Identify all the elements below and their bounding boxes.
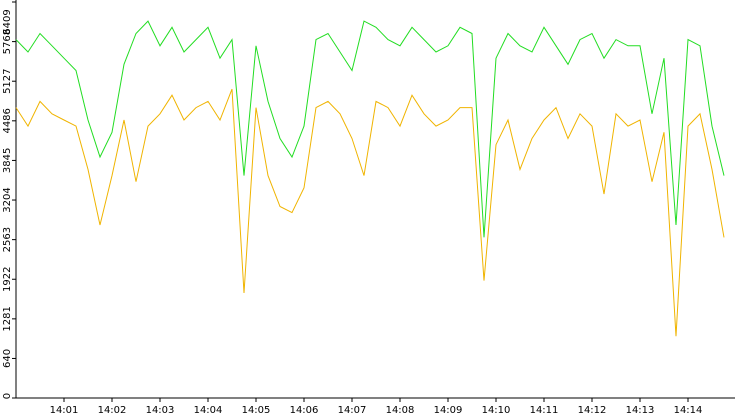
- y-tick-label: 3204: [2, 187, 13, 212]
- y-tick-label: 0: [2, 393, 13, 399]
- y-tick-label: 5127: [2, 68, 13, 93]
- x-tick-label: 14:14: [674, 405, 703, 415]
- x-tick-label: 14:05: [242, 405, 271, 415]
- series-line: [15, 88, 725, 337]
- x-tick-label: 14:06: [290, 405, 319, 415]
- x-tick-label: 14:12: [578, 405, 607, 415]
- x-tick-label: 14:04: [194, 405, 223, 415]
- x-tick-label: 14:01: [50, 405, 79, 415]
- y-tick-label: 640: [2, 349, 13, 368]
- series-line: [15, 20, 725, 238]
- y-tick-label: 5768: [2, 29, 13, 54]
- x-tick-label: 14:08: [386, 405, 415, 415]
- y-tick-label: 3845: [2, 148, 13, 173]
- x-tick-label: 14:11: [530, 405, 559, 415]
- x-tick-label: 14:03: [146, 405, 175, 415]
- x-tick-label: 14:02: [98, 405, 127, 415]
- x-tick-label: 14:10: [482, 405, 511, 415]
- x-tick-label: 14:13: [626, 405, 655, 415]
- x-tick-label: 14:09: [434, 405, 463, 415]
- y-tick-label: 1281: [2, 306, 13, 331]
- y-tick-label: 4486: [2, 108, 13, 133]
- x-tick-label: 14:07: [338, 405, 367, 415]
- y-tick-label: 6409: [2, 9, 13, 34]
- y-tick-label: 1922: [2, 267, 13, 292]
- y-tick-label: 2563: [2, 227, 13, 252]
